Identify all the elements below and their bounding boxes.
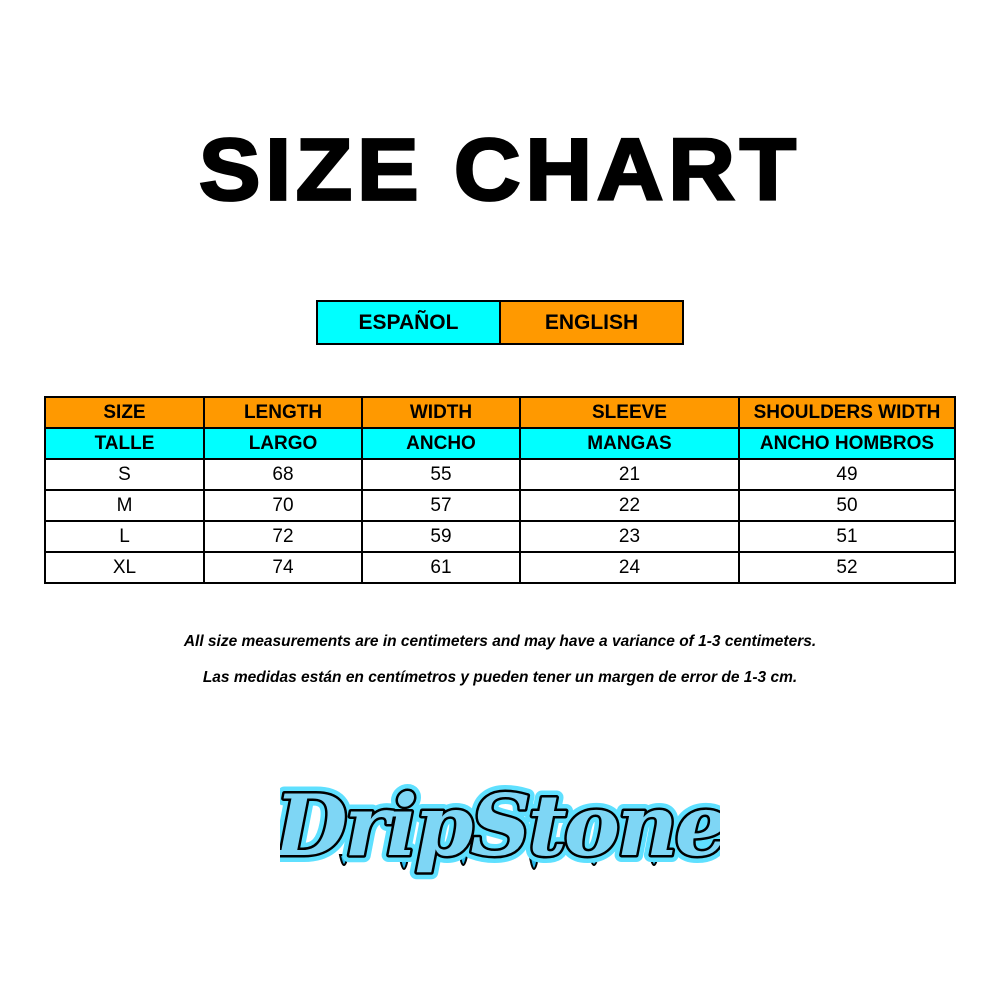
language-english[interactable]: ENGLISH [501, 302, 682, 343]
logo-text: DripStone [280, 776, 720, 875]
table-cell: ANCHO [361, 427, 521, 460]
table-cell: 68 [203, 458, 363, 491]
table-cell: 24 [519, 551, 740, 584]
table-cell: M [44, 489, 205, 522]
table-cell: 74 [203, 551, 363, 584]
note-english: All size measurements are in centimeters… [183, 633, 817, 650]
logo-stroke: DripStone [280, 776, 720, 875]
table-cell: L [44, 520, 205, 553]
table-cell: SLEEVE [519, 396, 740, 429]
table-cell: 21 [519, 458, 740, 491]
table-cell: 51 [738, 520, 956, 553]
note-spanish: Las medidas están en centímetros y puede… [202, 669, 798, 686]
table-cell: 61 [361, 551, 521, 584]
table-cell: 22 [519, 489, 740, 522]
drip-drops [338, 849, 698, 870]
table-cell: SIZE [44, 396, 205, 429]
table-row: L 72 59 23 51 [44, 520, 956, 553]
table-cell: 55 [361, 458, 521, 491]
table-cell: TALLE [44, 427, 205, 460]
table-row: M 70 57 22 50 [44, 489, 956, 522]
table-cell: 23 [519, 520, 740, 553]
table-cell: S [44, 458, 205, 491]
table-cell: 52 [738, 551, 956, 584]
table-cell: SHOULDERS WIDTH [738, 396, 956, 429]
header-row-english: SIZE LENGTH WIDTH SLEEVE SHOULDERS WIDTH [44, 396, 956, 429]
table-row: XL 74 61 24 52 [44, 551, 956, 584]
language-toggle: ESPAÑOL ENGLISH [316, 300, 684, 345]
logo-outline: DripStone [280, 776, 720, 875]
table-cell: XL [44, 551, 205, 584]
table-cell: LENGTH [203, 396, 363, 429]
page-title: SIZE CHART [198, 120, 801, 220]
dripstone-logo: DripStone DripStone DripStone [280, 769, 720, 882]
table-cell: LARGO [203, 427, 363, 460]
table-cell: WIDTH [361, 396, 521, 429]
table-cell: 72 [203, 520, 363, 553]
table-cell: 59 [361, 520, 521, 553]
table-cell: 70 [203, 489, 363, 522]
header-row-spanish: TALLE LARGO ANCHO MANGAS ANCHO HOMBROS [44, 427, 956, 460]
size-table: SIZE LENGTH WIDTH SLEEVE SHOULDERS WIDTH TALL… [44, 396, 956, 584]
table-cell: MANGAS [519, 427, 740, 460]
table-row: S 68 55 21 49 [44, 458, 956, 491]
table-cell: 50 [738, 489, 956, 522]
table-cell: 57 [361, 489, 521, 522]
table-cell: 49 [738, 458, 956, 491]
table-cell: ANCHO HOMBROS [738, 427, 956, 460]
language-spanish[interactable]: ESPAÑOL [318, 302, 501, 343]
